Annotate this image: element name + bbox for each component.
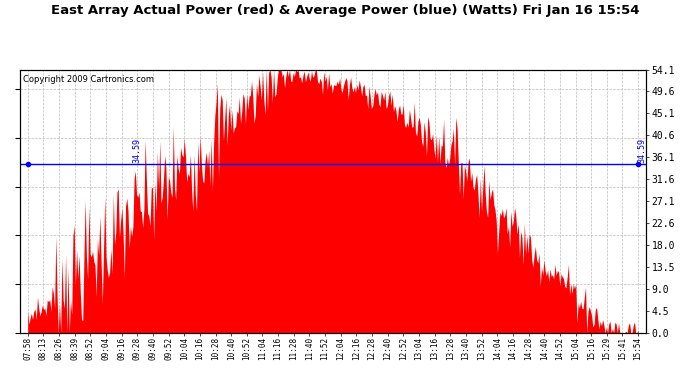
Text: Copyright 2009 Cartronics.com: Copyright 2009 Cartronics.com — [23, 75, 154, 84]
Text: 34.59: 34.59 — [637, 138, 646, 163]
Text: 34.59: 34.59 — [132, 138, 141, 163]
Text: East Array Actual Power (red) & Average Power (blue) (Watts) Fri Jan 16 15:54: East Array Actual Power (red) & Average … — [51, 4, 639, 17]
